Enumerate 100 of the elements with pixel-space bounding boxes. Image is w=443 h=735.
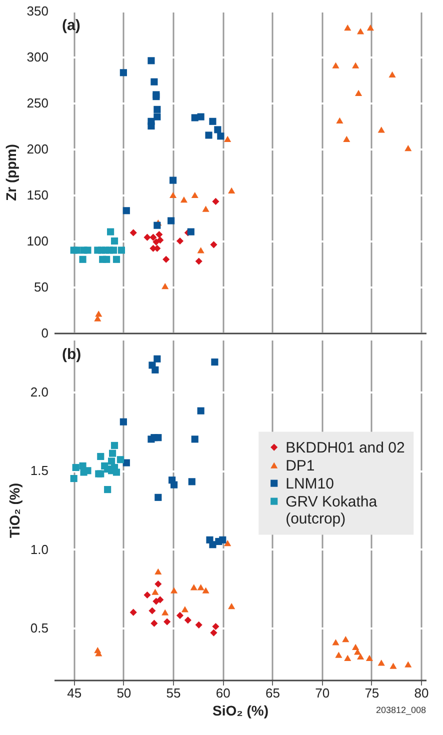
point	[209, 118, 216, 125]
point	[168, 217, 175, 224]
point	[97, 452, 104, 460]
point	[176, 237, 184, 245]
x-tick-label: 65	[266, 686, 280, 700]
point	[154, 568, 162, 574]
point	[148, 57, 155, 64]
point	[205, 132, 212, 139]
point	[122, 459, 130, 466]
point	[214, 126, 222, 134]
point	[110, 246, 118, 254]
point	[144, 591, 151, 599]
point	[148, 607, 156, 614]
point	[188, 478, 196, 486]
point	[154, 355, 161, 362]
y-tick-label: 350	[26, 4, 48, 18]
point	[170, 587, 178, 594]
annotation: (b)	[62, 346, 82, 363]
point	[197, 247, 204, 254]
point	[195, 621, 202, 628]
point	[120, 69, 127, 76]
point	[154, 434, 162, 442]
point	[162, 256, 170, 263]
point	[116, 456, 124, 464]
point	[356, 28, 364, 34]
legend-label: GRV Kokatha (outcrop)	[286, 493, 378, 528]
y-tick-label: 200	[26, 142, 48, 156]
point	[170, 192, 177, 198]
point	[152, 238, 160, 246]
x-tick-label: 55	[166, 686, 181, 700]
point	[228, 187, 236, 194]
point	[224, 540, 232, 546]
point	[130, 608, 137, 616]
point	[184, 616, 192, 624]
point	[388, 71, 396, 78]
point	[152, 588, 159, 595]
point	[332, 639, 340, 646]
point	[120, 418, 127, 426]
point	[352, 62, 360, 68]
point	[219, 536, 226, 544]
point	[343, 136, 350, 142]
y-tick-label: 50	[34, 280, 48, 294]
y-tick-label: 2.0	[30, 384, 48, 400]
y-tick-label: 250	[26, 96, 48, 110]
point	[154, 106, 161, 113]
point	[154, 222, 161, 229]
point	[197, 113, 204, 120]
point	[180, 196, 188, 203]
y-tick-label: 100	[26, 234, 48, 248]
x-tick-label: 70	[315, 686, 330, 700]
point	[191, 436, 198, 443]
point	[156, 231, 163, 238]
point	[190, 584, 198, 590]
point	[404, 661, 412, 668]
point	[154, 113, 161, 120]
point	[170, 176, 177, 184]
point	[197, 584, 204, 590]
point	[366, 654, 373, 662]
x-tick-label: 75	[364, 686, 380, 700]
point	[195, 258, 202, 265]
y-tick-label: 0.5	[30, 620, 48, 636]
point	[154, 494, 162, 501]
point	[366, 24, 374, 31]
point	[404, 145, 412, 152]
point	[352, 644, 360, 650]
point	[108, 450, 116, 457]
point	[144, 234, 151, 241]
point	[154, 580, 162, 588]
point	[110, 237, 118, 245]
point	[342, 636, 350, 642]
point	[79, 256, 86, 263]
point	[228, 602, 236, 610]
point	[104, 486, 112, 494]
point	[164, 618, 171, 626]
point	[73, 246, 80, 254]
y-axis-title: Zr (ppm)	[2, 144, 19, 201]
y-axis-title: TiO₂ (%)	[6, 483, 22, 538]
legend-label: BKDDH01 and 02	[286, 439, 405, 456]
point	[187, 228, 194, 236]
point	[344, 654, 352, 662]
point	[110, 442, 118, 449]
point	[378, 126, 385, 133]
text: 203812_008	[376, 705, 426, 715]
point	[72, 464, 80, 472]
point	[335, 652, 342, 658]
point	[212, 622, 220, 630]
legend-label: DP1	[286, 457, 315, 474]
point	[332, 62, 340, 68]
point	[95, 310, 102, 317]
point	[148, 122, 155, 130]
point	[181, 606, 188, 612]
point	[212, 198, 220, 205]
point	[210, 241, 218, 248]
point	[152, 598, 160, 605]
point	[390, 662, 397, 669]
point	[152, 366, 159, 374]
point	[224, 136, 232, 142]
x-tick-label: 80	[414, 686, 429, 700]
point	[356, 653, 364, 660]
point	[202, 206, 210, 212]
